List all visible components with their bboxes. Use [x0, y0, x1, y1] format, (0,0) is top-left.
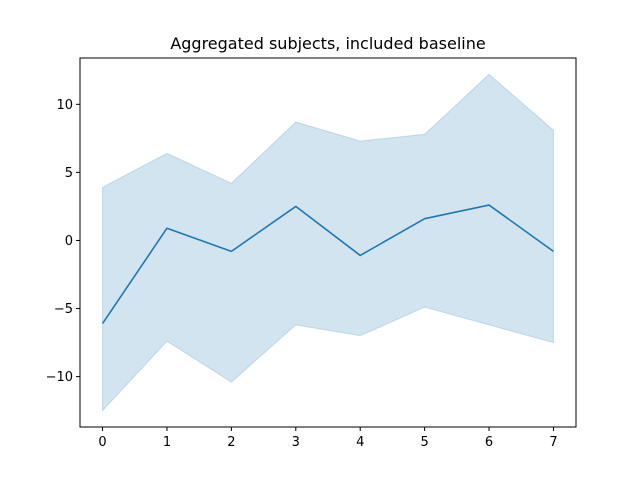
- y-axis: −10 −5 0 5 10: [46, 98, 80, 385]
- x-tick-label: 4: [356, 435, 364, 450]
- axes-frame: [79, 57, 577, 428]
- x-tick-label: 0: [98, 435, 106, 450]
- x-tick-label: 5: [420, 435, 428, 450]
- y-tick-label: 0: [65, 234, 73, 249]
- mean-line-series-0: [101, 204, 554, 324]
- plot-area: [101, 73, 554, 412]
- chart-title: Aggregated subjects, included baseline: [170, 34, 485, 53]
- y-tick-label: −5: [54, 302, 73, 317]
- x-tick-label: 7: [549, 435, 557, 450]
- confidence-band-series-0: [102, 73, 554, 412]
- x-tick-label: 3: [292, 435, 300, 450]
- y-tick-label: 10: [56, 98, 73, 113]
- x-tick-label: 1: [163, 435, 171, 450]
- x-tick-label: 6: [485, 435, 493, 450]
- x-tick-label: 2: [227, 435, 235, 450]
- y-tick-label: −10: [46, 370, 73, 385]
- y-tick-label: 5: [65, 166, 73, 181]
- x-axis: 0 1 2 3 4 5 6 7: [98, 427, 558, 450]
